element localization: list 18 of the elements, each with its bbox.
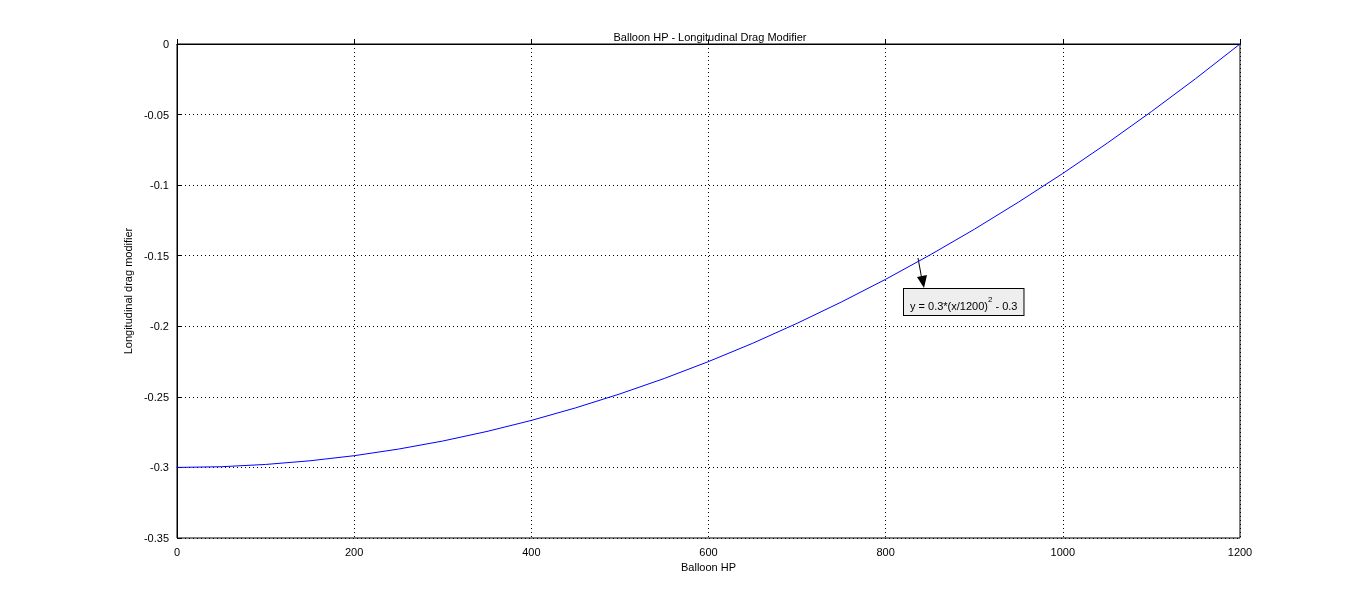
y-tick-label: -0.3: [150, 461, 169, 474]
y-tick-label: -0.35: [143, 532, 169, 544]
y-tick-label: -0.15: [143, 249, 169, 262]
x-tick-label: 0: [173, 545, 181, 558]
y-tick-label: -0.25: [143, 390, 169, 403]
x-tick-label: 400: [522, 545, 541, 558]
x-tick-label: 600: [699, 545, 718, 558]
y-tick-label: 0: [162, 38, 169, 50]
x-axis-title: Balloon HP: [680, 561, 737, 574]
y-tick-label: -0.2: [150, 320, 169, 333]
x-tick-label: 200: [344, 545, 364, 558]
y-tick-label: -0.1: [150, 179, 169, 192]
chart-title: Balloon HP - Longitudinal Drag Modifier: [613, 30, 807, 43]
x-tick-label: 1000: [1050, 545, 1076, 558]
x-tick-label: 1200: [1227, 545, 1253, 558]
x-tick-label: 800: [876, 545, 895, 558]
y-axis-title: Longitudinal drag modifier: [121, 227, 134, 355]
y-tick-label: -0.05: [143, 108, 169, 121]
